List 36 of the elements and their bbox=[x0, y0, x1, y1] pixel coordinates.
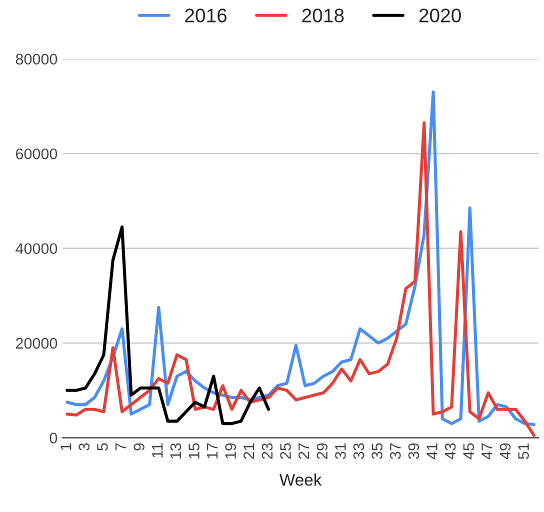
y-tick-label: 80000 bbox=[16, 54, 58, 65]
x-tick-label: 31 bbox=[335, 443, 346, 460]
x-tick-label: 39 bbox=[408, 443, 420, 460]
x-tick-label: 51 bbox=[518, 443, 529, 459]
x-tick-label: 47 bbox=[482, 443, 492, 460]
x-tick-label: 5 bbox=[97, 443, 108, 451]
x-axis-title: Week bbox=[279, 474, 322, 486]
x-tick-label: 27 bbox=[298, 443, 310, 459]
x-tick-label: 9 bbox=[134, 443, 144, 450]
y-tick-label: 60000 bbox=[16, 148, 58, 160]
x-tick-label: 13 bbox=[170, 443, 182, 458]
x-tick-label: 7 bbox=[116, 443, 126, 450]
y-tick-label: 0 bbox=[50, 432, 58, 444]
x-tick-label: 37 bbox=[390, 443, 401, 460]
x-tick-label: 49 bbox=[500, 443, 511, 460]
y-tick-label: 40000 bbox=[16, 243, 58, 254]
x-tick-label: 17 bbox=[207, 443, 218, 458]
x-tick-label: 29 bbox=[316, 443, 328, 459]
legend-label: 2020 bbox=[419, 8, 461, 22]
x-tick-label: 3 bbox=[78, 443, 90, 451]
x-tick-label: 23 bbox=[262, 443, 273, 459]
x-tick-label: 43 bbox=[444, 443, 456, 460]
legend-label: 2018 bbox=[302, 8, 344, 22]
x-tick-label: 15 bbox=[188, 443, 200, 458]
line-series bbox=[66, 225, 270, 426]
y-tick-label: 20000 bbox=[16, 338, 58, 349]
x-tick-label: 35 bbox=[372, 443, 382, 460]
x-tick-label: 41 bbox=[426, 443, 438, 460]
x-tick-label: 25 bbox=[280, 443, 291, 459]
legend-label: 2016 bbox=[185, 8, 227, 22]
x-tick-label: 1 bbox=[60, 443, 72, 450]
x-tick-label: 21 bbox=[243, 443, 254, 459]
x-tick-label: 33 bbox=[353, 443, 364, 460]
x-tick-label: 45 bbox=[463, 443, 474, 460]
x-tick-label: 11 bbox=[152, 443, 163, 458]
x-tick-label: 19 bbox=[225, 443, 236, 458]
